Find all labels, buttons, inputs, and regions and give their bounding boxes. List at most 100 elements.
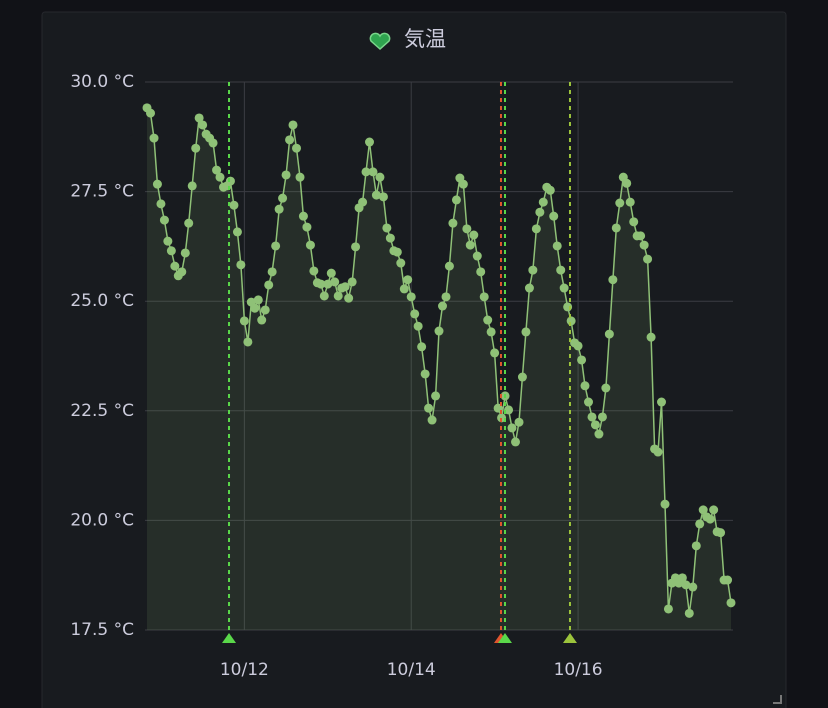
point [524,283,534,293]
point [417,342,427,352]
point [260,305,270,315]
area [147,107,731,630]
annotation-marker [222,633,237,643]
point [479,292,489,302]
point [691,541,701,551]
point [406,292,416,302]
point [465,240,475,250]
point [295,172,305,182]
point [622,178,632,188]
y-tick-label: 20.0 °C [70,510,134,530]
x-tick-label: 10/12 [220,660,269,680]
point [615,198,625,208]
point [594,429,604,439]
point [726,598,736,608]
point [723,575,733,585]
point [170,261,180,271]
point [347,277,357,287]
point [549,211,559,221]
point [323,279,333,289]
point [163,236,173,246]
point [469,230,479,240]
point [538,197,548,207]
point [302,222,312,232]
point [385,233,395,243]
point [528,265,538,275]
point [361,167,371,177]
point [156,199,166,209]
point [604,329,614,339]
point [410,309,420,319]
point [152,179,162,189]
point [497,413,507,423]
point [236,260,246,270]
point [580,381,590,391]
point [639,240,649,250]
title-icon [369,32,391,51]
point [559,283,569,293]
point [250,303,260,313]
point [319,291,329,301]
point [198,120,208,130]
point [316,279,326,289]
point [438,301,448,311]
point [441,292,451,302]
y-tick-label: 30.0 °C [70,72,134,92]
point [399,284,409,294]
point [716,528,726,538]
annotation-marker [562,633,577,643]
point [504,405,514,415]
point [243,337,253,347]
point [695,519,705,529]
point [597,412,607,422]
point [511,437,521,447]
point [420,369,430,379]
y-tick-label: 25.0 °C [70,291,134,311]
plot: 17.5 °C 20.0 °C 22.5 °C 25.0 °C 27.5 °C 30.0 … [70,72,736,680]
point [187,181,197,191]
point [577,355,587,365]
point [326,268,336,278]
point [177,267,187,277]
point [271,241,281,251]
point [709,505,719,515]
point [159,215,169,225]
y-tick-label: 22.5 °C [70,401,134,421]
point [305,240,315,250]
point [378,192,388,202]
point [698,505,708,515]
point [351,242,361,252]
point [643,254,653,264]
point [288,120,298,130]
point [292,143,302,153]
point [382,223,392,233]
point [184,218,194,228]
point [483,315,493,325]
point [333,291,343,301]
point [239,316,249,326]
point [486,327,496,337]
point [371,190,381,200]
point [146,108,156,118]
point [413,321,423,331]
chart-title: 気温 [404,27,446,51]
point [584,397,594,407]
point [212,165,222,175]
point [472,251,482,261]
point [462,224,472,234]
point [556,265,566,275]
point [681,580,691,590]
point [274,204,284,214]
point [229,200,239,210]
annotation-marker [497,633,512,643]
point [587,412,597,422]
point [278,193,288,203]
point [191,143,201,153]
point [663,604,673,614]
resize-handle[interactable] [773,695,782,704]
point [298,211,308,221]
y-tick-label: 27.5 °C [70,182,134,202]
point [166,246,176,256]
point [344,293,354,303]
